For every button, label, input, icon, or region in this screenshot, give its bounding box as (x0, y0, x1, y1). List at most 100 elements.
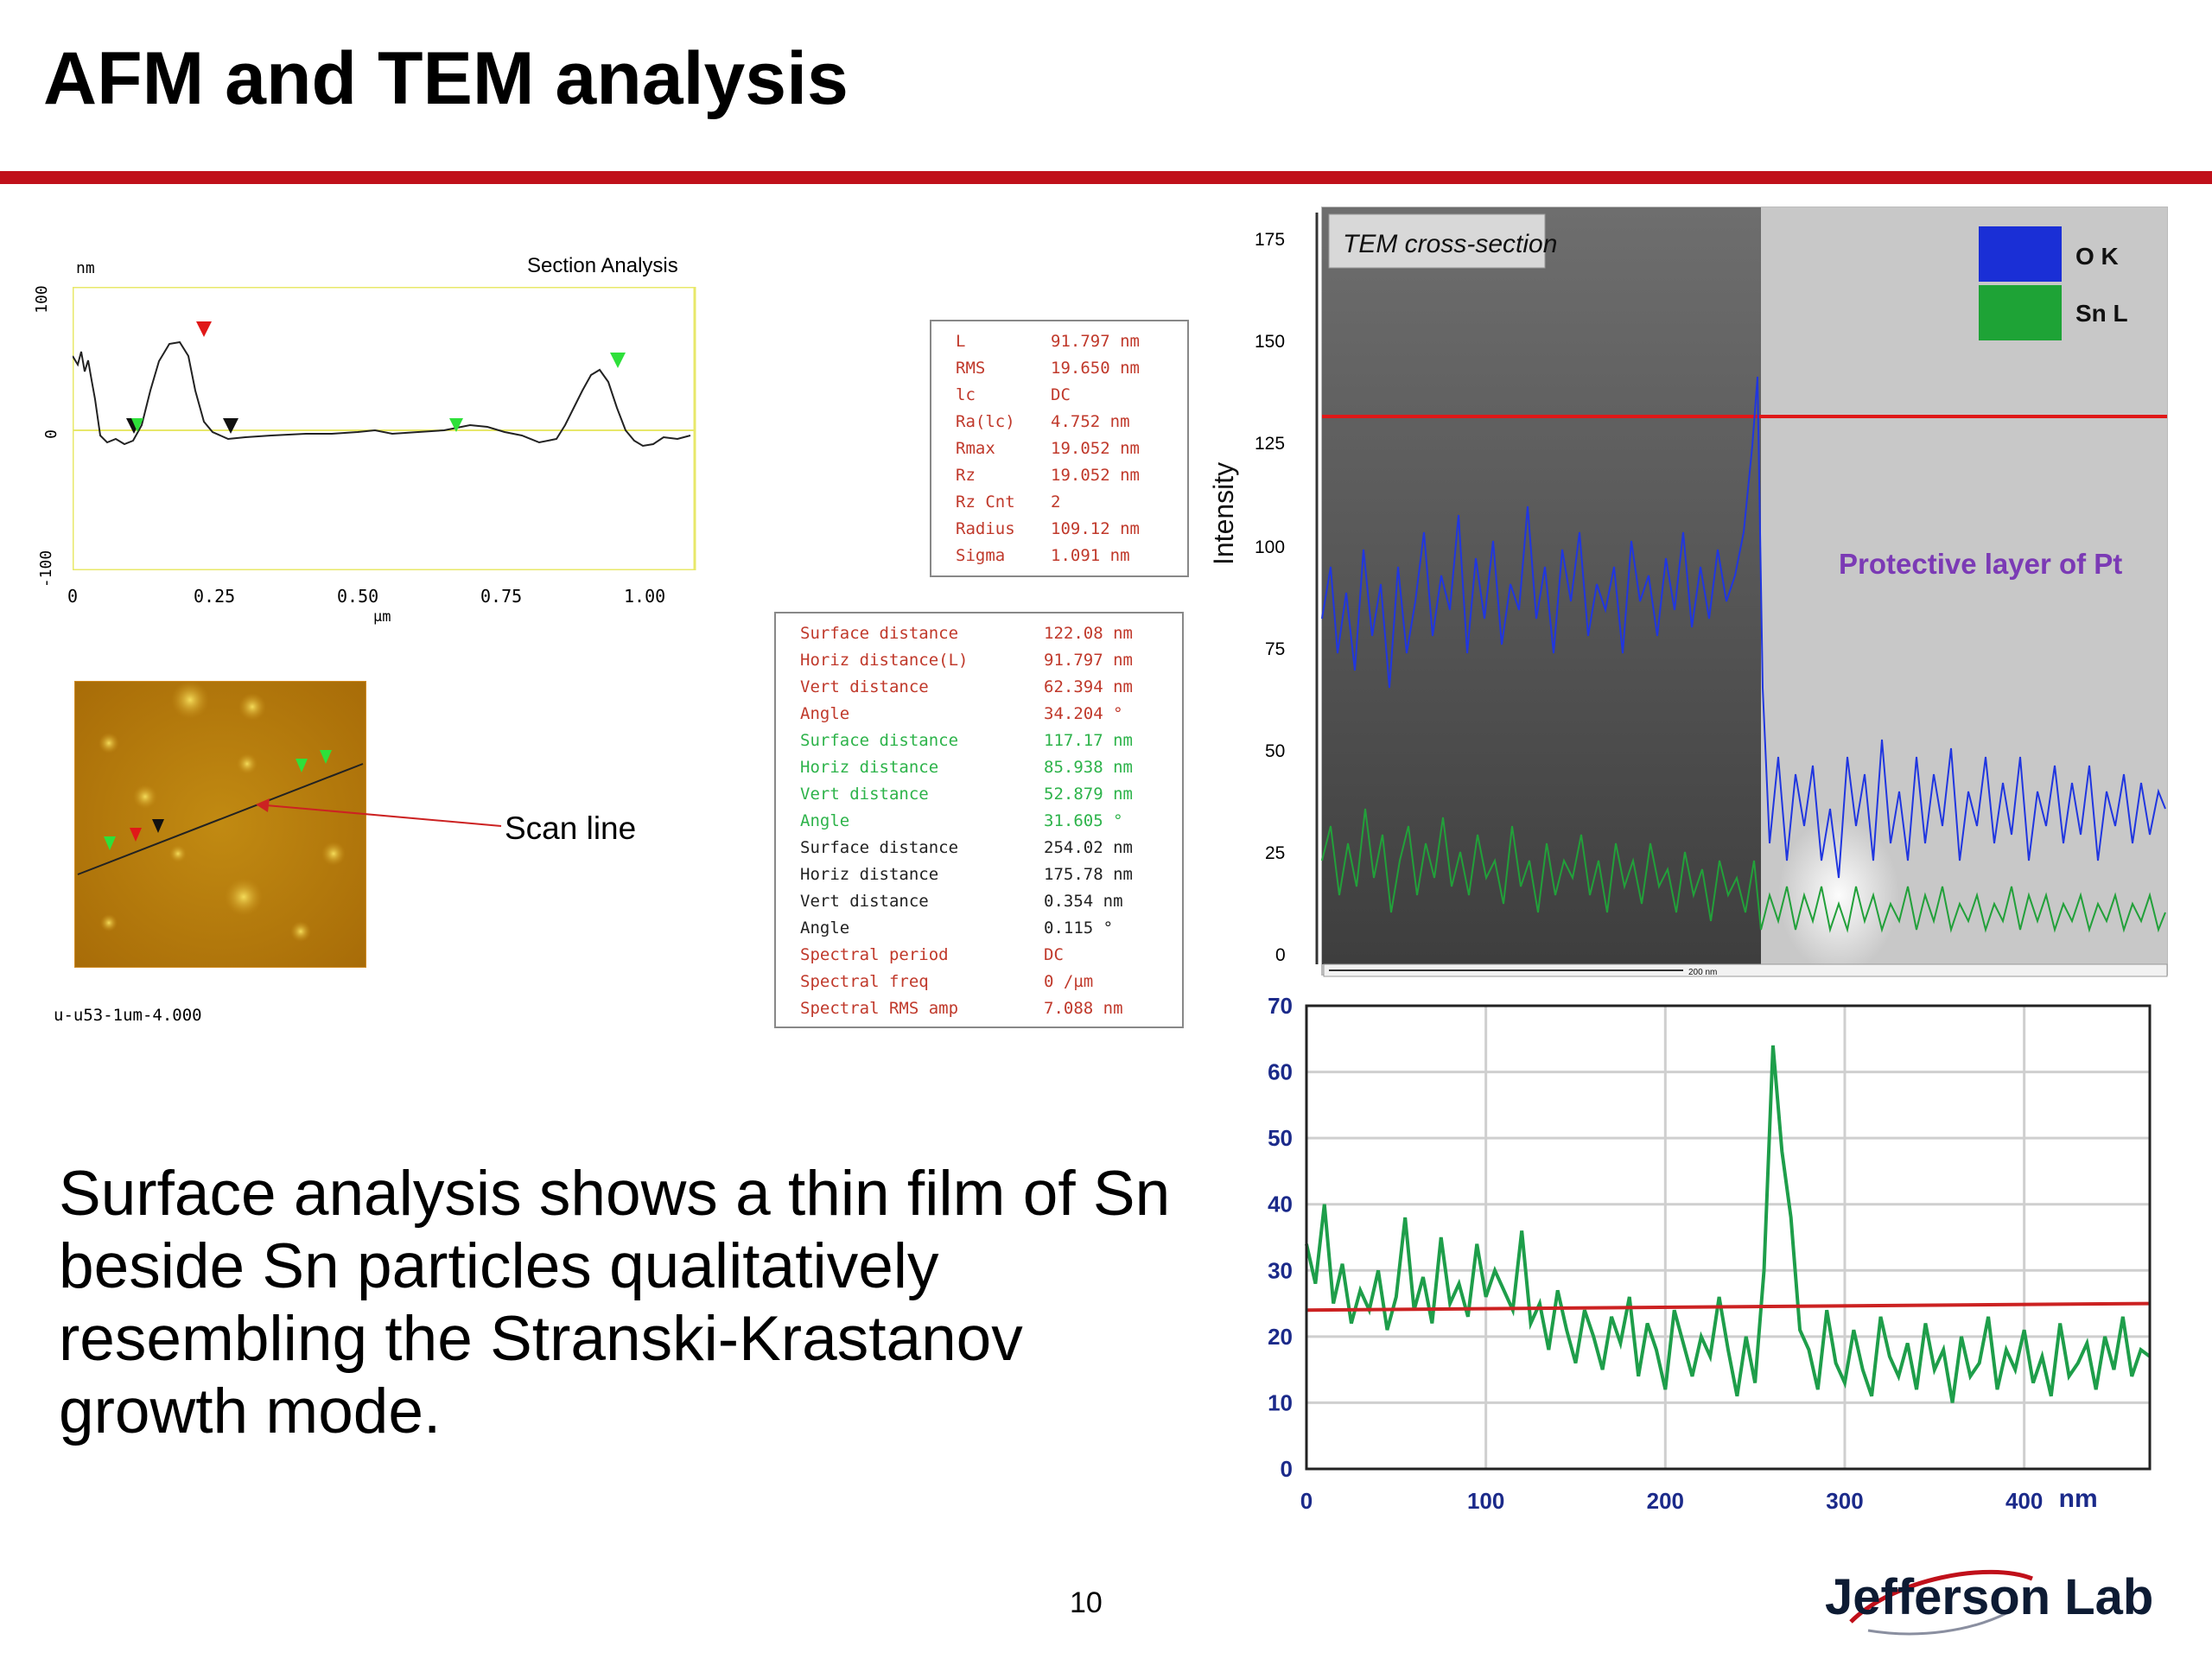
tem-y-tick: 100 (1255, 537, 1286, 557)
stat-label: Surface distance (800, 838, 959, 857)
stat-label: Vert distance (800, 785, 929, 804)
stat-value: 7.088 nm (1044, 999, 1123, 1018)
x-tick-label: 0 (1300, 1488, 1313, 1514)
x-tick-label: 200 (1647, 1488, 1684, 1514)
afm-y-tick: 0 (41, 429, 60, 439)
afm-marker-green (131, 418, 143, 432)
legend-label-snl: Sn L (2075, 300, 2128, 327)
y-tick-label: 30 (1268, 1257, 1293, 1283)
stat-label: Spectral period (800, 945, 949, 964)
stat-row: Rmax (956, 439, 995, 458)
stat-label: Spectral freq (800, 972, 929, 991)
x-tick-label: 400 (2005, 1488, 2043, 1514)
stat-row: Rz (956, 466, 976, 485)
stat-row: Rz Cnt (956, 493, 1015, 512)
afm-x-unit: µm (373, 608, 391, 626)
stat-row: lc (956, 385, 976, 404)
stat-value: 62.394 nm (1044, 677, 1133, 696)
afm-section-title: Section Analysis (527, 254, 678, 277)
roughness-stats-box: L 91.797 nm RMS 19.650 nm lc DC Ra(lc) 4… (930, 320, 1189, 577)
tem-y-tick: 150 (1255, 332, 1286, 352)
afm-marker-green (449, 418, 463, 432)
tem-label-box (1328, 213, 1546, 269)
x-tick-label: 100 (1467, 1488, 1504, 1514)
body-text: Surface analysis shows a thin film of Sn… (59, 1159, 1171, 1446)
stat-label: Vert distance (800, 892, 929, 911)
tem-y-tick: 50 (1265, 741, 1286, 761)
y-tick-label: 40 (1268, 1192, 1293, 1217)
tem-image-svg: TEM cross-section O K Sn L Protective la… (1315, 207, 2168, 977)
stat-label: Horiz distance (800, 758, 939, 777)
stat-value: 254.02 nm (1044, 838, 1133, 857)
stat-value: 52.879 nm (1044, 785, 1133, 804)
tem-annotation: Protective layer of Pt (1839, 548, 2122, 580)
afm-marker-red (196, 321, 212, 337)
stat-value: 122.08 nm (1044, 624, 1133, 643)
afm-topography-image (74, 681, 366, 968)
afm-x-tick: 0.75 (480, 586, 523, 607)
afm-section-plot: nm Section Analysis 100 0 -100 0 0.25 0.… (32, 251, 709, 631)
tem-y-label: Intensity (1208, 461, 1239, 565)
stat-row: RMS (956, 359, 986, 378)
afm-marker-green (610, 353, 626, 368)
scan-marker-green (320, 750, 332, 764)
logo-text: Jefferson Lab (1825, 1569, 2154, 1625)
afm-profile-svg (73, 287, 696, 570)
afm-x-tick: 0.50 (337, 586, 379, 607)
legend-swatch-ok (1979, 226, 2062, 282)
y-tick-label: 0 (1281, 1456, 1293, 1482)
stat-label: Angle (800, 811, 850, 830)
series-line-average (1306, 1301, 2151, 1313)
stat-label: Spectral RMS amp (800, 999, 959, 1018)
title-underline-bar (0, 171, 2212, 184)
afm-image-caption: u-u53-1um-4.000 (54, 1006, 202, 1025)
tem-scale-bar-label: 200 nm (1688, 968, 1717, 977)
stat-value: 117.17 nm (1044, 731, 1133, 750)
x-axis-label: nm (2059, 1484, 2098, 1513)
tem-panel: Intensity 175 150 125 100 75 50 25 0 TEM… (1208, 204, 2177, 982)
afm-y-unit: nm (76, 259, 95, 277)
chart-frame (1305, 1004, 2152, 1471)
afm-x-tick: 0.25 (194, 586, 236, 607)
stat-label: Surface distance (800, 624, 959, 643)
stat-value: 0 /µm (1044, 972, 1094, 991)
stat-row: Sigma (956, 546, 1006, 565)
tem-y-tick: 175 (1255, 230, 1286, 250)
tem-image-label: TEM cross-section (1343, 230, 1557, 258)
scan-line (77, 763, 364, 875)
y-tick-label: 50 (1268, 1125, 1293, 1151)
slide-title: AFM and TEM analysis (43, 37, 849, 120)
stat-row: L (956, 332, 966, 351)
afm-marker-black (223, 418, 238, 434)
stat-label: Horiz distance(L) (800, 651, 969, 670)
stat-value: 91.797 nm (1044, 651, 1133, 670)
stat-value: 175.78 nm (1044, 865, 1133, 884)
stat-label: Surface distance (800, 731, 959, 750)
scan-marker-green (104, 836, 116, 850)
line-profile-chart: 0 10 20 30 40 50 60 70 0 100 200 300 400 nm (1268, 994, 2152, 1514)
y-tick-label: 20 (1268, 1324, 1293, 1350)
stat-row: Ra(lc) (956, 412, 1015, 431)
stat-value: 85.938 nm (1044, 758, 1133, 777)
stat-row: Radius (956, 519, 1015, 538)
stat-label: Angle (800, 918, 850, 938)
scan-marker-black (152, 819, 164, 833)
y-tick-label: 10 (1268, 1389, 1293, 1415)
tem-ok-trace (1321, 376, 2166, 879)
stat-label: Horiz distance (800, 865, 939, 884)
afm-y-tick: -100 (37, 550, 56, 588)
legend-label-ok: O K (2075, 243, 2119, 270)
y-tick-label: 60 (1268, 1059, 1293, 1085)
stat-value: 0.354 nm (1044, 892, 1123, 911)
afm-x-tick: 1.00 (624, 586, 666, 607)
tem-y-tick: 25 (1265, 843, 1286, 863)
afm-y-tick: 100 (32, 285, 51, 314)
scan-line-label: Scan line (505, 810, 637, 846)
tem-snl-trace (1321, 808, 2166, 933)
stat-value: 34.204 ° (1044, 704, 1123, 723)
stat-value: 0.115 ° (1044, 918, 1114, 938)
stat-value: 31.605 ° (1044, 811, 1123, 830)
afm-plot-frame (73, 287, 696, 570)
x-tick-label: 300 (1826, 1488, 1863, 1514)
stat-label: Angle (800, 704, 850, 723)
